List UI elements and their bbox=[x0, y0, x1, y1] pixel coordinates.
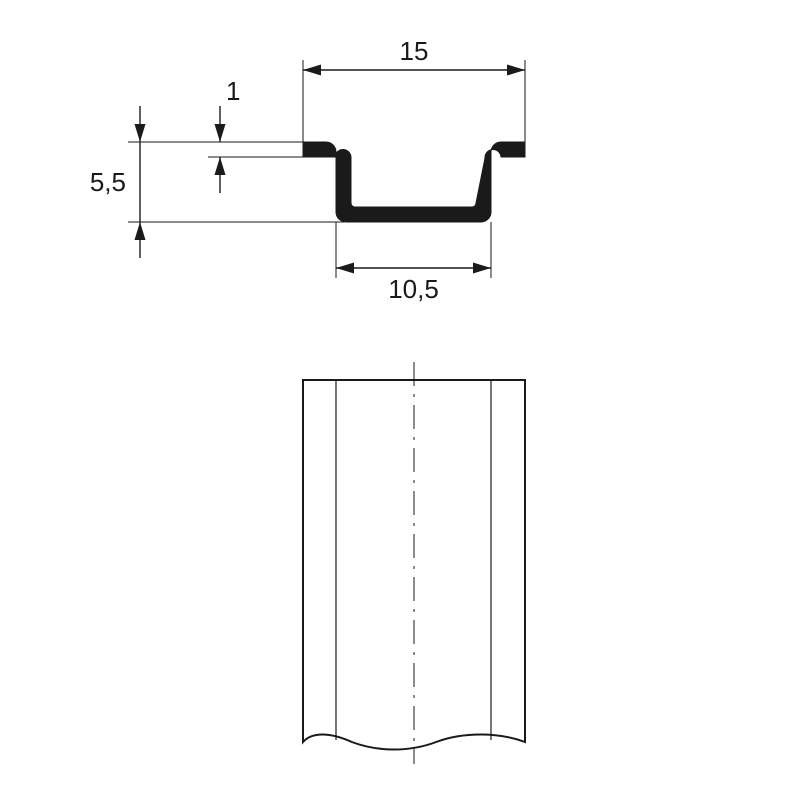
dim-label-thickness: 1 bbox=[226, 76, 240, 106]
technical-drawing: 15 10,5 1 5,5 bbox=[0, 0, 800, 800]
dim-label-inner-width: 10,5 bbox=[388, 274, 439, 304]
dim-label-height: 5,5 bbox=[90, 167, 126, 197]
profile-cross-section bbox=[303, 142, 525, 222]
dim-label-width-top: 15 bbox=[400, 36, 429, 66]
